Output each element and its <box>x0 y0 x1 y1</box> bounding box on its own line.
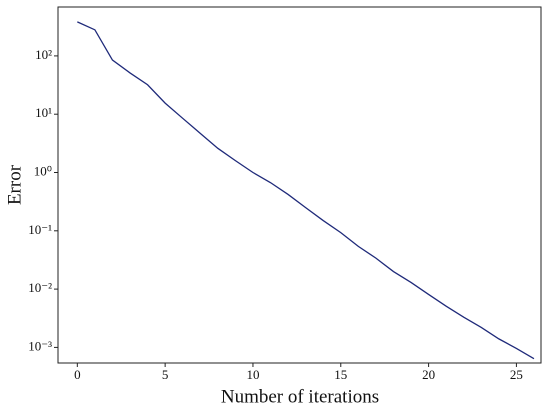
y-tick-label: 10⁰ <box>34 163 52 178</box>
line <box>77 21 535 360</box>
x-axis-title: Number of iterations <box>221 386 379 407</box>
plot-frame <box>57 6 542 364</box>
x-tick-label: 20 <box>422 367 435 382</box>
x-tick-label: 25 <box>510 367 523 382</box>
y-axis-title: Error <box>4 164 25 205</box>
x-tick-label: 5 <box>162 367 169 382</box>
x-tick-label: 15 <box>334 367 347 382</box>
y-tick-label: 10¹ <box>35 105 52 120</box>
y-tick-label: 10² <box>35 47 52 62</box>
y-tick-label: 10⁻² <box>28 280 52 295</box>
y-tick-label: 10⁻³ <box>28 338 52 353</box>
x-tick-label: 10 <box>246 367 259 382</box>
y-tick-label: 10⁻¹ <box>28 222 52 237</box>
x-tick-label: 0 <box>74 367 81 382</box>
